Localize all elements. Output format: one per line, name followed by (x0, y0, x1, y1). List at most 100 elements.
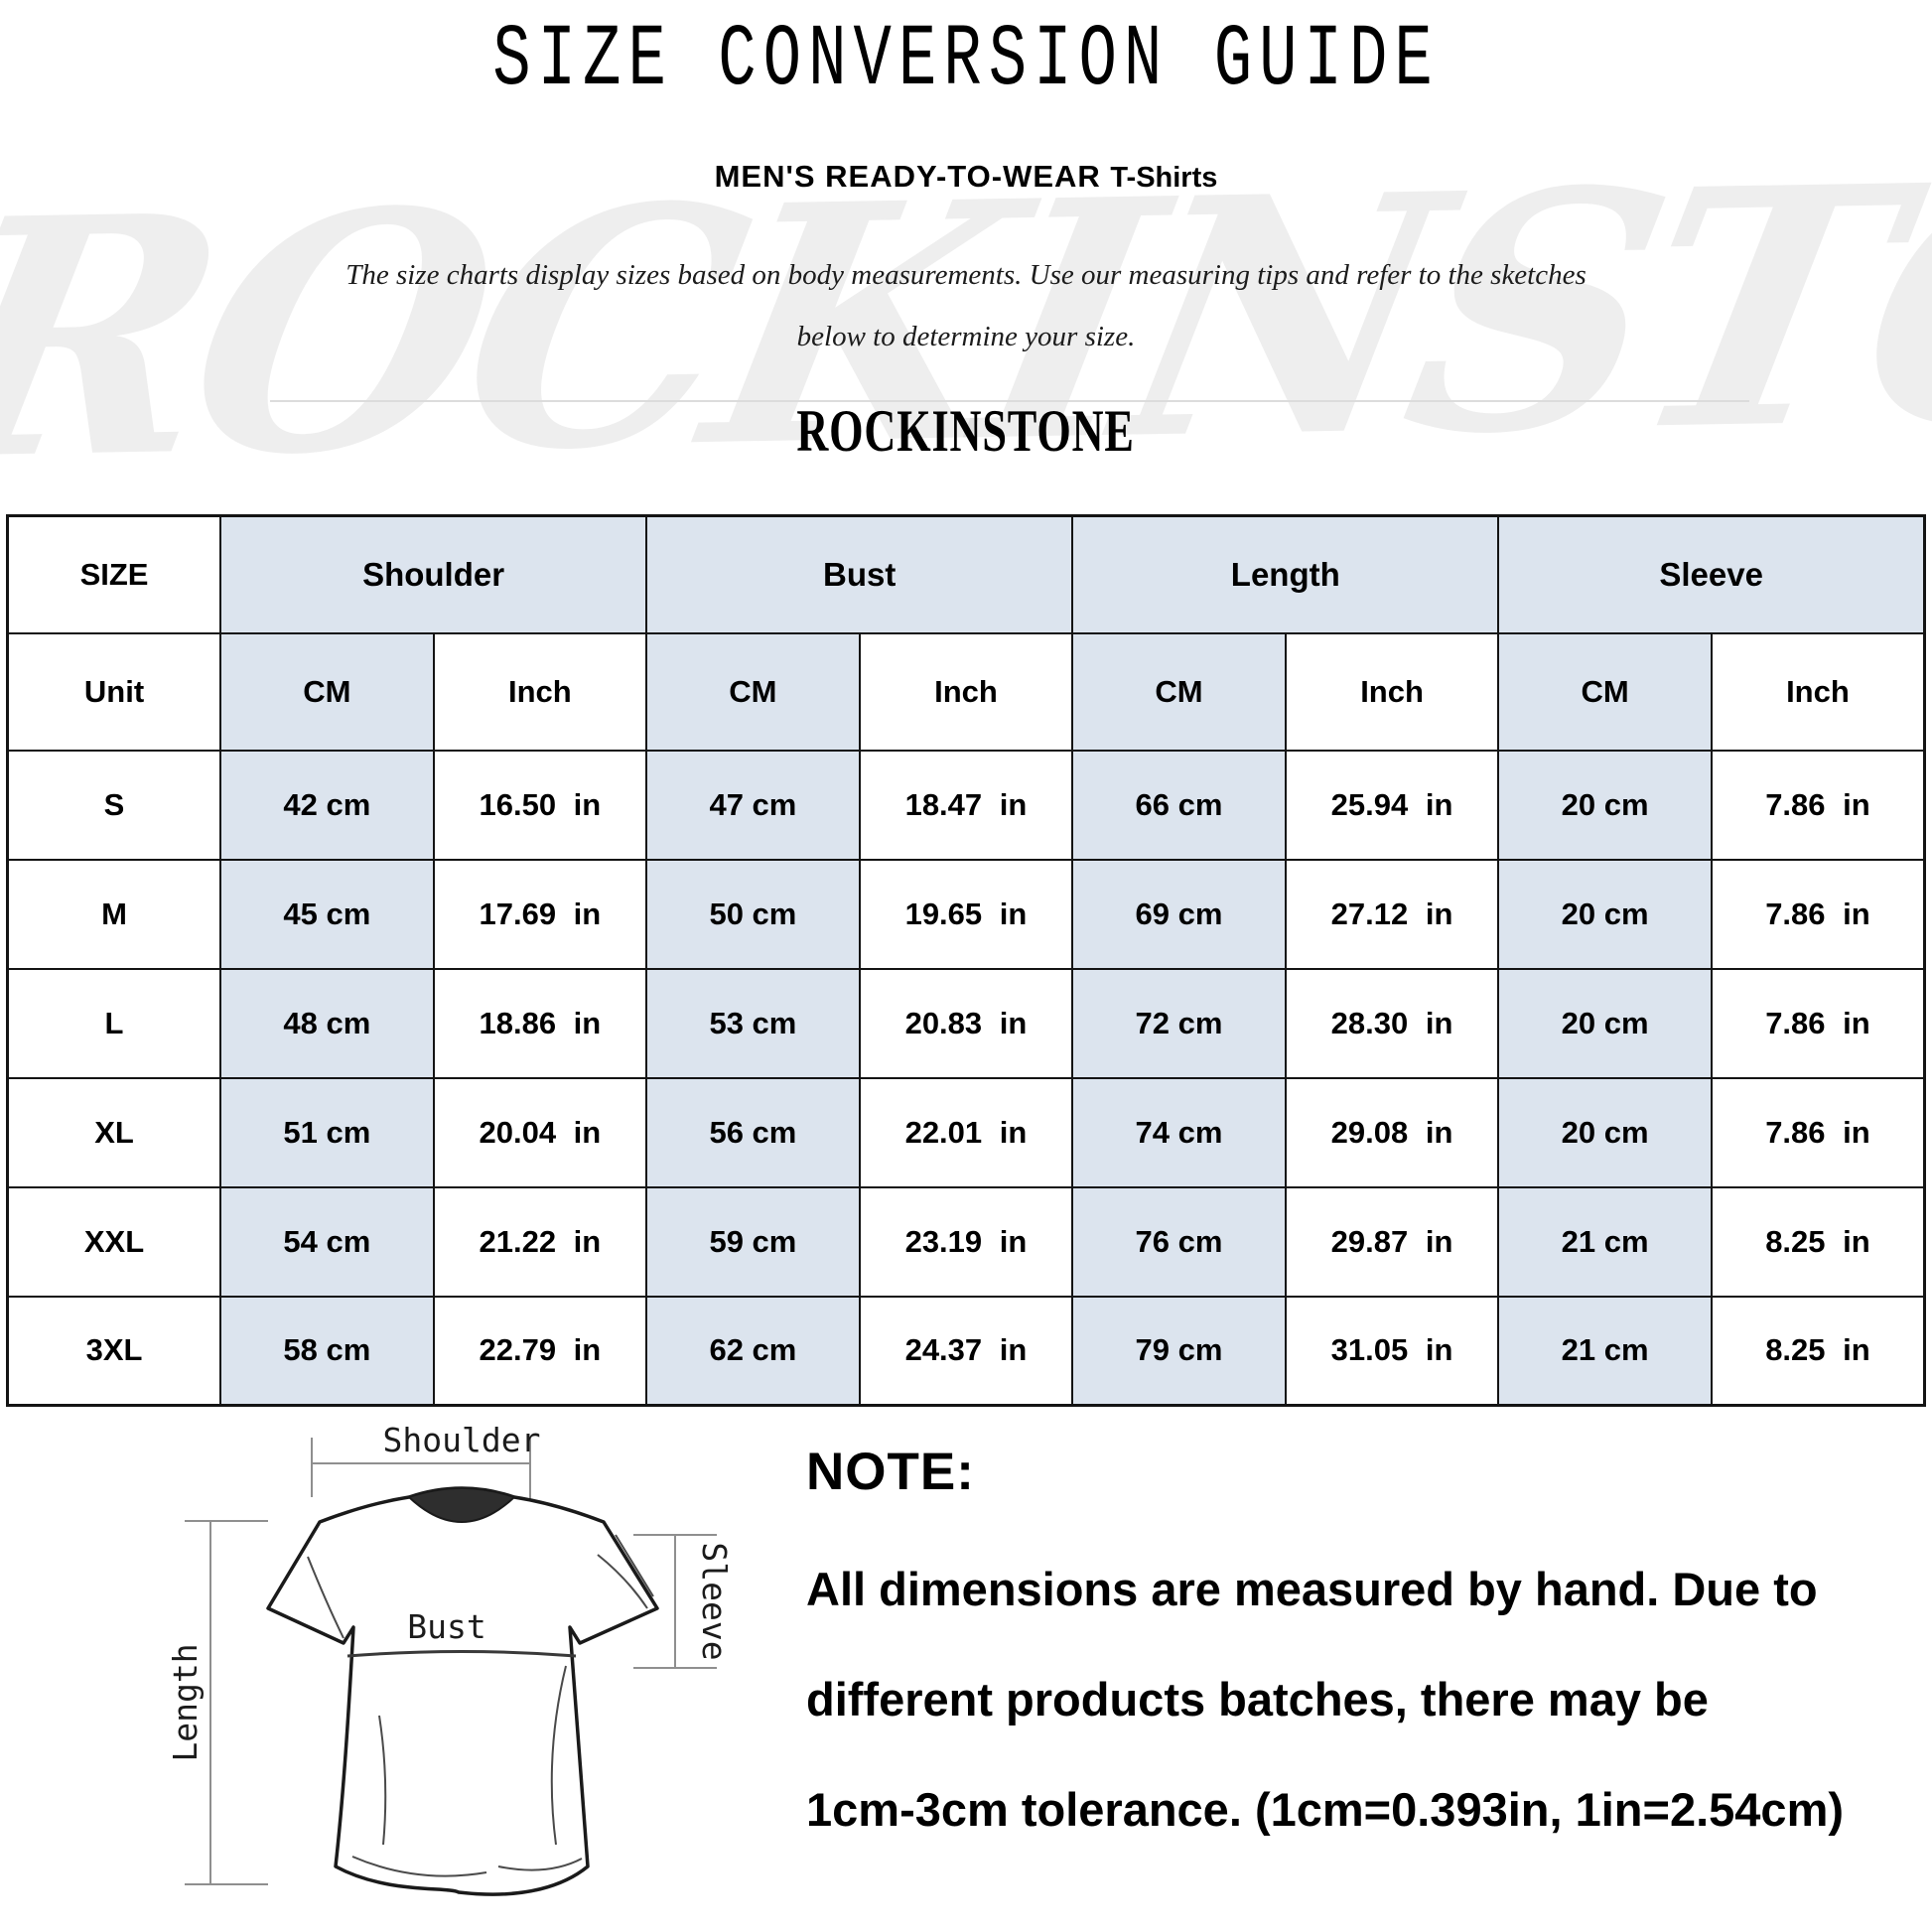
size-column-header: SIZE (6, 514, 222, 634)
sketch-label-bust: Bust (407, 1607, 485, 1646)
cell-cm: 47 cm (645, 749, 861, 861)
cell-cm: 59 cm (645, 1185, 861, 1298)
cell-cm: 58 cm (219, 1295, 435, 1407)
cell-inch: 18.47 in (858, 749, 1074, 861)
cell-inch: 29.08 in (1284, 1076, 1500, 1188)
description-line-2: below to determine your size. (796, 321, 1136, 352)
tshirt-sketch-svg: Shoulder Bust Length Sleeve (166, 1421, 734, 1896)
cell-inch: 17.69 in (432, 858, 648, 970)
cell-inch: 23.19 in (858, 1185, 1074, 1298)
cell-inch: 31.05 in (1284, 1295, 1500, 1407)
cell-inch: 7.86 in (1710, 749, 1926, 861)
cell-inch: 22.01 in (858, 1076, 1074, 1188)
unit-cm-bust: CM (645, 631, 861, 752)
cell-cm: 20 cm (1497, 749, 1713, 861)
description-line-1: The size charts display sizes based on b… (345, 259, 1587, 291)
tshirt-measurement-sketch: Shoulder Bust Length Sleeve (149, 1418, 784, 1929)
cell-cm: 20 cm (1497, 1076, 1713, 1188)
unit-inch-sleeve: Inch (1710, 631, 1926, 752)
cell-inch: 20.04 in (432, 1076, 648, 1188)
row-size-label: M (6, 858, 222, 970)
cell-inch: 22.79 in (432, 1295, 648, 1407)
cell-inch: 7.86 in (1710, 858, 1926, 970)
cell-inch: 25.94 in (1284, 749, 1500, 861)
group-header-length: Length (1071, 514, 1500, 634)
cell-cm: 72 cm (1071, 967, 1287, 1079)
unit-row-label: Unit (6, 631, 222, 752)
cell-cm: 50 cm (645, 858, 861, 970)
note-line-1: All dimensions are measured by hand. Due… (806, 1563, 1818, 1615)
note-line-2: different products batches, there may be (806, 1673, 1709, 1725)
table-row: XL 51 cm 20.04 in 56 cm 22.01 in 74 cm 29.08 i… (6, 1076, 1926, 1188)
table-row: S 42 cm 16.50 in 47 cm 18.47 in 66 cm 25.94 in… (6, 749, 1926, 861)
table-row: 3XL 58 cm 22.79 in 62 cm 24.37 in 79 cm 31.05 … (6, 1295, 1926, 1407)
cell-cm: 79 cm (1071, 1295, 1287, 1407)
cell-cm: 66 cm (1071, 749, 1287, 861)
note-title: NOTE: (806, 1443, 975, 1501)
subtitle-product: T-Shirts (1110, 162, 1218, 194)
table-row: L 48 cm 18.86 in 53 cm 20.83 in 72 cm 28.30 in… (6, 967, 1926, 1079)
cell-inch: 8.25 in (1710, 1185, 1926, 1298)
cell-cm: 56 cm (645, 1076, 861, 1188)
brand-name: ROCKINSTONE (796, 397, 1136, 465)
row-size-label: XXL (6, 1185, 222, 1298)
cell-inch: 27.12 in (1284, 858, 1500, 970)
fold-lines (307, 1534, 654, 1877)
size-conversion-table: SIZE Shoulder Bust Length Sleeve Unit CM… (6, 514, 1926, 1407)
measurement-lines (185, 1438, 717, 1885)
cell-inch: 29.87 in (1284, 1185, 1500, 1298)
sketch-label-length: Length (166, 1643, 205, 1761)
sketch-label-shoulder: Shoulder (383, 1421, 541, 1459)
cell-cm: 42 cm (219, 749, 435, 861)
cell-inch: 20.83 in (858, 967, 1074, 1079)
unit-inch-length: Inch (1284, 631, 1500, 752)
cell-inch: 8.25 in (1710, 1295, 1926, 1407)
cell-cm: 20 cm (1497, 858, 1713, 970)
table-row: M 45 cm 17.69 in 50 cm 19.65 in 69 cm 27.12 in… (6, 858, 1926, 970)
tshirt-outline (266, 1486, 659, 1896)
table-unit-row: Unit CM Inch CM Inch CM Inch CM Inch (6, 631, 1926, 752)
cell-inch: 7.86 in (1710, 1076, 1926, 1188)
cell-cm: 21 cm (1497, 1295, 1713, 1407)
row-size-label: S (6, 749, 222, 861)
cell-cm: 62 cm (645, 1295, 861, 1407)
cell-inch: 21.22 in (432, 1185, 648, 1298)
cell-inch: 7.86 in (1710, 967, 1926, 1079)
cell-inch: 18.86 in (432, 967, 648, 1079)
cell-inch: 28.30 in (1284, 967, 1500, 1079)
group-header-sleeve: Sleeve (1497, 514, 1926, 634)
cell-cm: 76 cm (1071, 1185, 1287, 1298)
cell-inch: 16.50 in (432, 749, 648, 861)
bust-line (346, 1650, 577, 1658)
row-size-label: L (6, 967, 222, 1079)
cell-inch: 19.65 in (858, 858, 1074, 970)
divider-line (270, 400, 1749, 402)
unit-cm-sleeve: CM (1497, 631, 1713, 752)
note-block: NOTE: All dimensions are measured by han… (806, 1442, 1859, 1864)
cell-inch: 24.37 in (858, 1295, 1074, 1407)
group-header-bust: Bust (645, 514, 1074, 634)
unit-cm-length: CM (1071, 631, 1287, 752)
unit-inch-bust: Inch (858, 631, 1074, 752)
unit-cm-shoulder: CM (219, 631, 435, 752)
group-header-shoulder: Shoulder (219, 514, 648, 634)
note-line-3: 1cm-3cm tolerance. (1cm=0.393in, 1in=2.5… (806, 1783, 1845, 1836)
cell-cm: 20 cm (1497, 967, 1713, 1079)
description-text: The size charts display sizes based on b… (0, 244, 1932, 367)
row-size-label: XL (6, 1076, 222, 1188)
tshirt-collar (407, 1487, 516, 1523)
unit-inch-shoulder: Inch (432, 631, 648, 752)
cell-cm: 51 cm (219, 1076, 435, 1188)
brand-row: ROCKINSTONE (0, 396, 1932, 464)
subtitle-category: MEN'S READY-TO-WEAR (714, 159, 1101, 194)
cell-cm: 74 cm (1071, 1076, 1287, 1188)
cell-cm: 48 cm (219, 967, 435, 1079)
page-title: SIZE CONVERSION GUIDE (492, 12, 1440, 111)
cell-cm: 45 cm (219, 858, 435, 970)
sketch-label-sleeve: Sleeve (695, 1542, 734, 1660)
row-size-label: 3XL (6, 1295, 222, 1407)
cell-cm: 21 cm (1497, 1185, 1713, 1298)
table-group-header-row: SIZE Shoulder Bust Length Sleeve (6, 514, 1926, 634)
cell-cm: 69 cm (1071, 858, 1287, 970)
